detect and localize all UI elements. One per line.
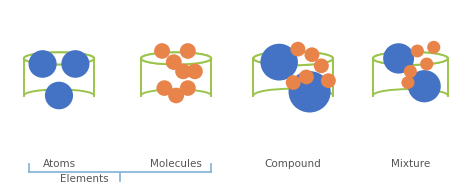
Ellipse shape — [373, 52, 448, 65]
Ellipse shape — [254, 52, 333, 65]
Ellipse shape — [166, 54, 182, 70]
Text: Mixture: Mixture — [391, 159, 430, 168]
Ellipse shape — [61, 50, 90, 78]
Ellipse shape — [408, 70, 441, 102]
Ellipse shape — [175, 64, 191, 79]
Ellipse shape — [427, 41, 440, 54]
Ellipse shape — [289, 71, 331, 112]
Text: Atoms: Atoms — [43, 159, 75, 168]
Ellipse shape — [254, 52, 333, 65]
Ellipse shape — [24, 52, 94, 64]
Ellipse shape — [304, 47, 319, 62]
Ellipse shape — [321, 73, 336, 88]
Text: Compound: Compound — [265, 159, 321, 168]
Ellipse shape — [404, 65, 417, 78]
Ellipse shape — [28, 50, 57, 78]
Ellipse shape — [168, 88, 184, 103]
Ellipse shape — [411, 45, 424, 57]
Ellipse shape — [260, 44, 298, 81]
Ellipse shape — [401, 76, 415, 89]
Ellipse shape — [286, 75, 301, 90]
Ellipse shape — [383, 43, 414, 74]
Ellipse shape — [187, 64, 203, 79]
Ellipse shape — [24, 52, 94, 64]
Text: Elements: Elements — [61, 174, 109, 184]
Ellipse shape — [156, 80, 173, 96]
Ellipse shape — [141, 52, 211, 64]
Ellipse shape — [373, 52, 448, 65]
Ellipse shape — [154, 43, 170, 59]
Ellipse shape — [291, 42, 305, 57]
Ellipse shape — [180, 43, 196, 59]
Ellipse shape — [299, 70, 314, 84]
Ellipse shape — [420, 57, 433, 70]
Ellipse shape — [45, 82, 73, 109]
Ellipse shape — [314, 58, 329, 73]
Ellipse shape — [141, 52, 211, 64]
Ellipse shape — [180, 80, 196, 96]
Text: Molecules: Molecules — [150, 159, 202, 168]
